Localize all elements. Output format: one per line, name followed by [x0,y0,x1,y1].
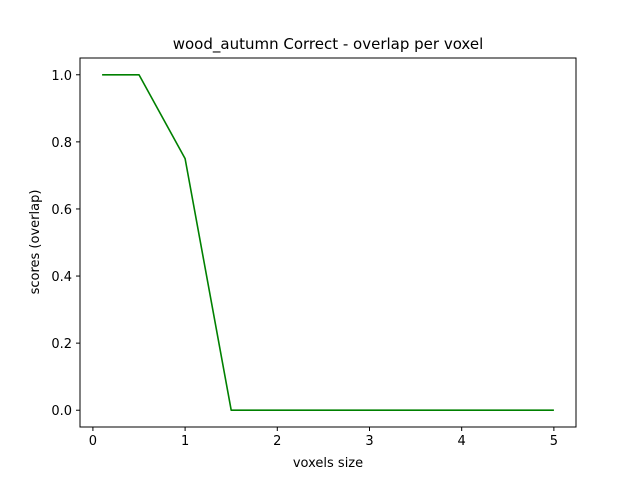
y-tick-label: 0.4 [51,270,72,285]
x-axis-label: voxels size [293,456,363,471]
x-tick-label: 2 [273,434,281,449]
y-tick-label: 0.6 [51,203,72,218]
y-axis: 0.0 0.2 0.4 0.6 0.8 1.0 [51,69,80,419]
chart-title: wood_autumn Correct - overlap per voxel [173,35,484,54]
y-axis-label: scores (overlap) [28,190,43,295]
series-layer [102,74,554,412]
series-line [102,74,554,412]
x-tick-label: 1 [181,434,189,449]
x-tick-label: 3 [365,434,373,449]
y-tick-label: 0.0 [51,404,72,419]
x-tick-label: 4 [458,434,466,449]
x-axis: 0 1 2 3 4 5 [89,427,558,449]
x-tick-label: 5 [550,434,558,449]
plot-frame [79,57,577,428]
y-tick-label: 0.8 [51,136,72,151]
y-tick-label: 1.0 [51,69,72,84]
y-tick-label: 0.2 [51,337,72,352]
x-tick-label: 0 [89,434,97,449]
